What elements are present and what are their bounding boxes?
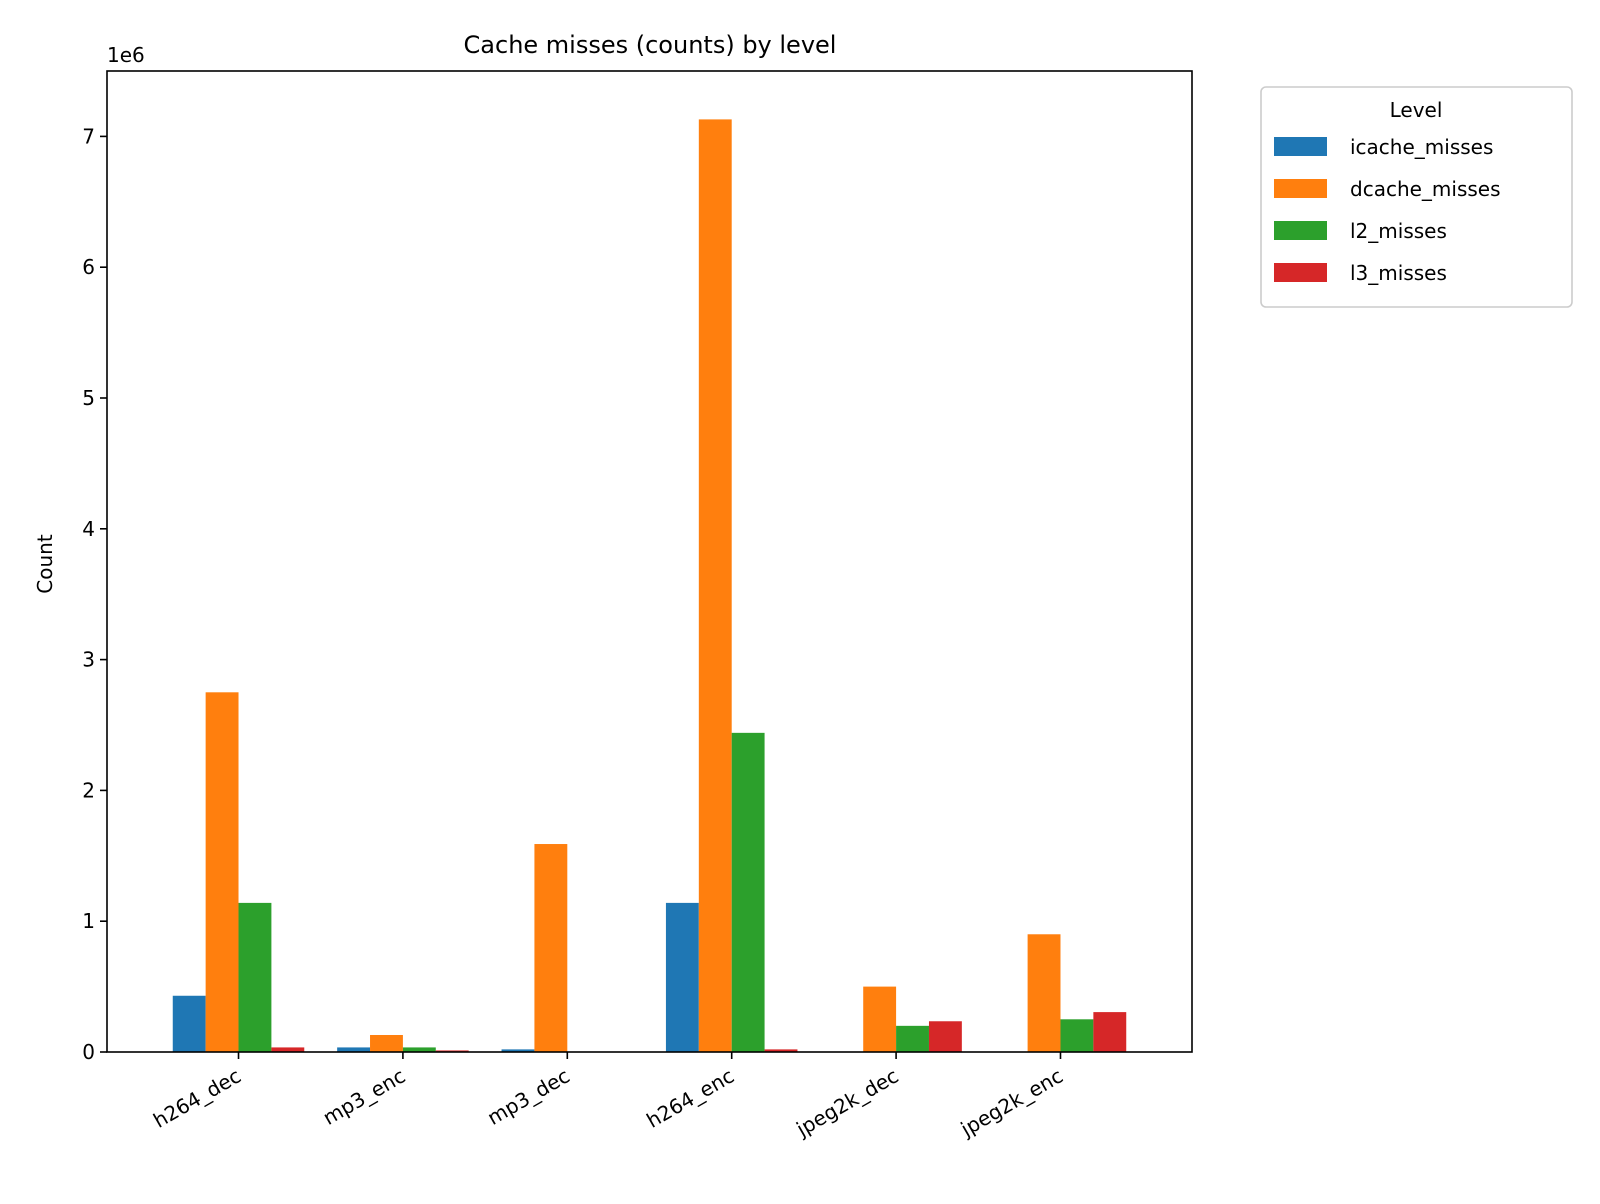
bar-l3_misses-jpeg2k_enc	[1093, 1012, 1127, 1052]
bar-dcache_misses-mp3_dec	[534, 844, 568, 1052]
plot-frame	[106, 70, 1193, 1053]
bar-l2_misses-mp3_enc	[402, 1047, 436, 1052]
legend: Level icache_misses dcache_misses l2_misse…	[1260, 86, 1573, 308]
bar-icache_misses-mp3_enc	[337, 1047, 371, 1052]
legend-label-l3_misses: l3_misses	[1350, 261, 1447, 285]
legend-box	[1260, 86, 1573, 308]
y-tick-label: 4	[82, 517, 95, 541]
bar-l2_misses-jpeg2k_dec	[896, 1025, 929, 1052]
bar-dcache_misses-mp3_enc	[370, 1034, 403, 1052]
bar-l3_misses-h264_dec	[271, 1047, 305, 1052]
y-tick-label: 7	[82, 124, 95, 148]
bar-icache_misses-mp3_dec	[501, 1049, 535, 1052]
y-tick-label: 2	[82, 778, 95, 802]
bar-dcache_misses-h264_enc	[698, 119, 732, 1052]
y-tick-label: 5	[82, 386, 95, 410]
chart-title: Cache misses (counts) by level	[464, 31, 837, 59]
bar-icache_misses-h264_dec	[172, 995, 206, 1052]
y-tick-label: 1	[82, 909, 95, 933]
y-tick-label: 0	[82, 1040, 95, 1064]
legend-title: Level	[1390, 98, 1443, 122]
bar-dcache_misses-h264_dec	[205, 692, 239, 1052]
bar-l2_misses-h264_dec	[238, 902, 272, 1052]
legend-label-icache_misses: icache_misses	[1350, 135, 1493, 159]
bar-icache_misses-h264_enc	[665, 902, 699, 1052]
legend-swatch-l2_misses	[1274, 221, 1327, 240]
legend-label-l2_misses: l2_misses	[1350, 219, 1447, 243]
bar-l3_misses-h264_enc	[764, 1049, 798, 1052]
legend-swatch-dcache_misses	[1274, 179, 1327, 198]
bar-dcache_misses-jpeg2k_enc	[1027, 934, 1061, 1052]
y-axis: 0 1 2 3 4 5 6 7	[82, 124, 107, 1064]
bar-l2_misses-jpeg2k_enc	[1060, 1019, 1094, 1052]
y-axis-label: Count	[33, 534, 57, 594]
legend-label-dcache_misses: dcache_misses	[1350, 177, 1501, 201]
bars-layer	[172, 119, 1127, 1052]
bar-l3_misses-jpeg2k_dec	[928, 1021, 962, 1052]
bar-dcache_misses-jpeg2k_dec	[863, 986, 897, 1052]
y-tick-label: 3	[82, 648, 95, 672]
legend-swatch-l3_misses	[1274, 263, 1327, 282]
y-tick-label: 6	[82, 255, 95, 279]
y-axis-offset-label: 1e6	[107, 43, 145, 67]
legend-swatch-icache_misses	[1274, 137, 1327, 156]
bar-l2_misses-h264_enc	[731, 732, 765, 1052]
